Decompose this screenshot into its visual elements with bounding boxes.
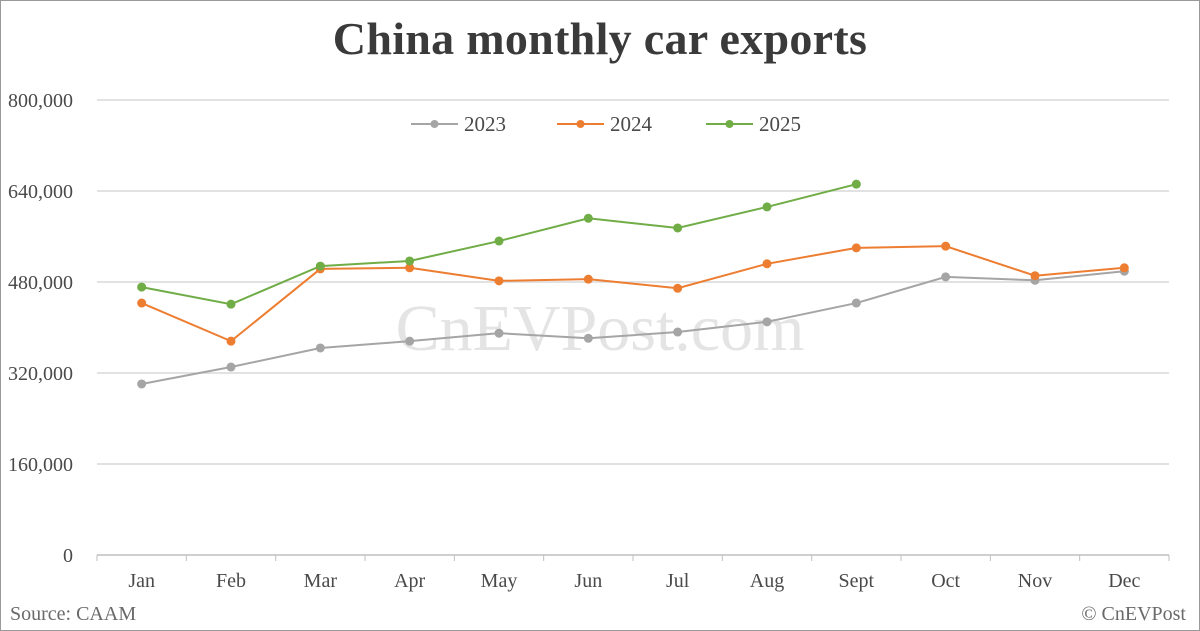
data-point bbox=[762, 259, 772, 269]
x-tick-label: Apr bbox=[394, 570, 425, 592]
gridlines bbox=[97, 99, 1169, 556]
data-point bbox=[673, 223, 683, 233]
data-point bbox=[851, 243, 861, 253]
legend-marker-icon bbox=[576, 120, 585, 128]
legend-label: 2023 bbox=[464, 112, 506, 136]
y-tick-label: 0 bbox=[63, 545, 73, 567]
data-point bbox=[851, 298, 861, 308]
data-point bbox=[405, 336, 415, 346]
data-point bbox=[583, 213, 593, 223]
data-point bbox=[315, 343, 325, 353]
data-point bbox=[226, 362, 236, 372]
y-tick-label: 480,000 bbox=[8, 272, 73, 294]
legend-label: 2025 bbox=[759, 112, 801, 136]
data-point bbox=[941, 272, 951, 282]
legend-label: 2024 bbox=[610, 112, 653, 136]
x-tick-label: Mar bbox=[304, 570, 338, 592]
x-tick-label: Dec bbox=[1108, 570, 1140, 592]
data-point bbox=[137, 282, 147, 292]
chart-title: China monthly car exports bbox=[332, 13, 868, 64]
x-tick-label: Jan bbox=[128, 570, 155, 592]
data-point bbox=[583, 333, 593, 343]
data-point bbox=[405, 256, 415, 266]
y-axis: 0 160,000 320,000 480,000 640,000 800,000 bbox=[8, 90, 73, 567]
x-tick-label: Oct bbox=[931, 570, 960, 592]
data-point bbox=[673, 283, 683, 293]
data-point bbox=[494, 236, 504, 246]
x-tick-label: Nov bbox=[1018, 570, 1052, 592]
data-point bbox=[405, 263, 415, 273]
copyright-note: © CnEVPost bbox=[1081, 603, 1186, 625]
data-point bbox=[762, 202, 772, 212]
data-point bbox=[673, 327, 683, 337]
data-point bbox=[583, 274, 593, 284]
data-point bbox=[137, 379, 147, 389]
data-point bbox=[762, 317, 772, 327]
series-line-2024 bbox=[141, 245, 1125, 343]
x-tick-label: Jul bbox=[666, 570, 690, 592]
y-tick-label: 640,000 bbox=[8, 181, 73, 203]
source-note: Source: CAAM bbox=[10, 603, 137, 625]
data-point bbox=[1030, 271, 1040, 281]
x-tick-label: May bbox=[481, 570, 518, 592]
legend: 2023 2024 2025 bbox=[411, 112, 801, 136]
data-point bbox=[226, 299, 236, 309]
y-tick-label: 800,000 bbox=[8, 90, 73, 112]
watermark: CnEVPost.com bbox=[396, 292, 805, 365]
x-tick-label: Feb bbox=[216, 570, 246, 592]
data-point bbox=[1119, 263, 1129, 273]
x-tick-label: Jun bbox=[574, 570, 602, 592]
x-tick-label: Aug bbox=[750, 570, 784, 592]
data-series bbox=[137, 179, 1129, 389]
data-point bbox=[315, 261, 325, 271]
y-tick-label: 160,000 bbox=[8, 454, 73, 476]
data-point bbox=[851, 179, 861, 189]
y-tick-label: 320,000 bbox=[8, 363, 73, 385]
legend-marker-icon bbox=[430, 120, 439, 128]
data-point bbox=[494, 328, 504, 338]
data-point bbox=[226, 336, 236, 346]
series-line-2023 bbox=[141, 270, 1125, 385]
data-point bbox=[494, 276, 504, 286]
data-point bbox=[137, 298, 147, 308]
data-point bbox=[941, 241, 951, 251]
x-axis: Jan Feb Mar Apr May Jun Jul Aug Sept Oct Nov Dec bbox=[96, 555, 1170, 592]
legend-marker-icon bbox=[725, 120, 734, 128]
x-tick-label: Sept bbox=[839, 570, 875, 592]
